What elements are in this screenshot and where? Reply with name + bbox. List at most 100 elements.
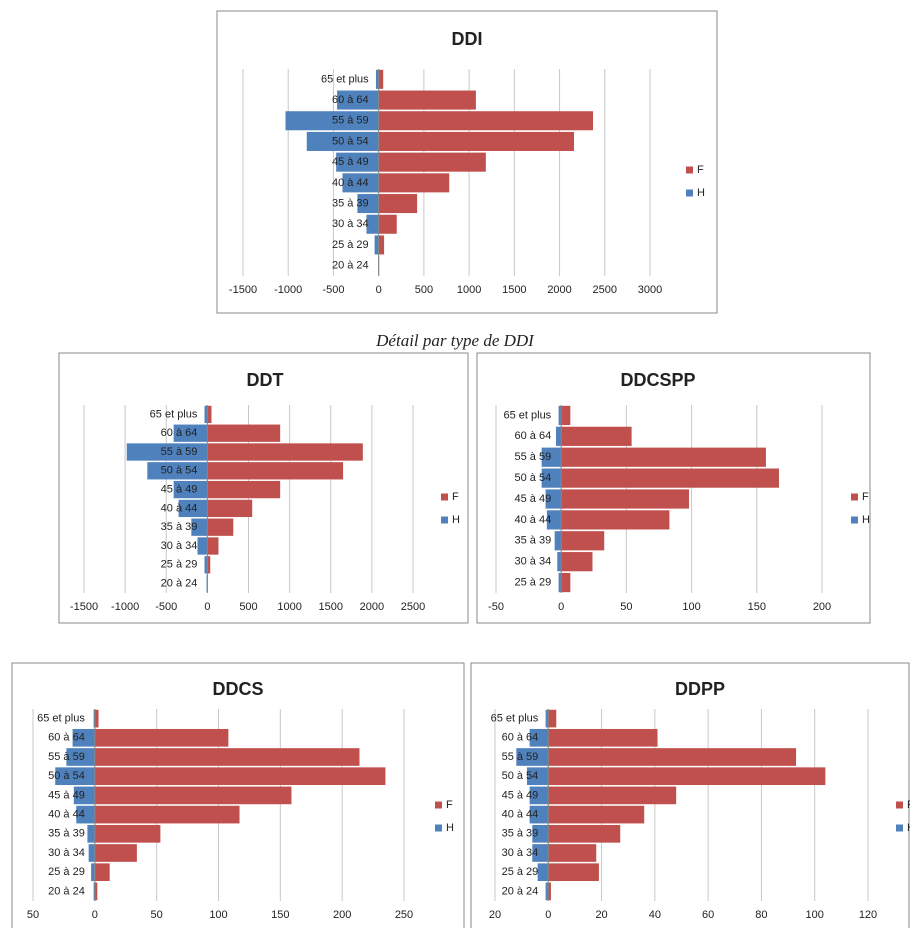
category-label: 60 à 64	[161, 427, 198, 439]
bar	[207, 537, 218, 554]
bar	[207, 425, 280, 442]
bar	[548, 729, 657, 747]
category-label: 55 à 59	[161, 446, 198, 458]
legend-label: F	[697, 164, 704, 176]
bar	[207, 519, 233, 536]
bar	[379, 215, 397, 234]
bar	[548, 825, 620, 843]
category-label: 30 à 34	[161, 540, 198, 552]
category-label: 65 et plus	[150, 408, 198, 420]
bar	[561, 531, 604, 550]
x-tick-label: 20	[489, 909, 501, 921]
category-label: 30 à 34	[332, 218, 369, 230]
x-tick-label: -1500	[229, 284, 257, 296]
category-label: 40 à 44	[161, 502, 198, 514]
bar	[198, 537, 208, 554]
bar	[555, 531, 562, 550]
category-label: 60 à 64	[48, 732, 85, 744]
bar	[207, 500, 252, 517]
legend-swatch	[441, 494, 448, 501]
bar	[561, 469, 779, 488]
x-tick-label: 2000	[547, 284, 571, 296]
x-tick-label: 100	[806, 909, 824, 921]
category-label: 25 à 29	[502, 866, 539, 878]
caption: Détail par type de DDI	[375, 331, 535, 350]
x-tick-label: 50	[151, 909, 163, 921]
bar	[95, 844, 137, 862]
x-tick-label: 150	[271, 909, 289, 921]
bar	[207, 481, 280, 498]
bar	[95, 806, 240, 824]
bar	[379, 111, 593, 130]
x-tick-label: 200	[333, 909, 351, 921]
category-label: 25 à 29	[161, 559, 198, 571]
chart-title: DDCSPP	[620, 370, 695, 390]
legend-swatch	[896, 802, 903, 809]
x-tick-label: 500	[239, 601, 257, 613]
bar	[561, 573, 570, 592]
chart-title: DDI	[452, 29, 483, 49]
legend-label: H	[697, 187, 705, 199]
category-label: 50 à 54	[332, 135, 369, 147]
bar	[379, 194, 417, 213]
legend-swatch	[686, 167, 693, 174]
x-tick-label: -500	[322, 284, 344, 296]
x-tick-label: 40	[649, 909, 661, 921]
x-tick-label: -500	[155, 601, 177, 613]
category-label: 60 à 64	[514, 430, 551, 442]
bar	[561, 427, 631, 446]
bar	[548, 710, 556, 728]
category-label: 25 à 29	[332, 239, 369, 251]
x-tick-label: -50	[488, 601, 504, 613]
category-label: 55 à 59	[48, 751, 85, 763]
bar	[556, 427, 561, 446]
x-tick-label: 0	[558, 601, 564, 613]
x-tick-label: 0	[204, 601, 210, 613]
category-label: 20 à 24	[161, 578, 198, 590]
category-label: 20 à 24	[502, 885, 539, 897]
bar	[95, 787, 292, 805]
x-tick-label: 2500	[401, 601, 425, 613]
category-label: 55 à 59	[502, 751, 539, 763]
category-label: 65 et plus	[491, 713, 539, 725]
category-label: 65 et plus	[321, 73, 369, 85]
bar	[207, 462, 343, 479]
category-label: 60 à 64	[502, 732, 539, 744]
bar	[561, 510, 669, 529]
bar	[207, 406, 211, 423]
category-label: 60 à 64	[332, 94, 369, 106]
bar	[95, 767, 386, 785]
x-tick-label: 0	[376, 284, 382, 296]
bar	[95, 825, 161, 843]
x-tick-label: 3000	[638, 284, 662, 296]
x-tick-label: 50	[27, 909, 39, 921]
category-label: 40 à 44	[514, 514, 551, 526]
x-tick-label: 0	[92, 909, 98, 921]
category-label: 50 à 54	[48, 770, 85, 782]
x-tick-label: 500	[415, 284, 433, 296]
bar	[548, 806, 644, 824]
bar	[379, 91, 476, 110]
category-label: 50 à 54	[502, 770, 539, 782]
legend-swatch	[851, 494, 858, 501]
legend-label: H	[452, 514, 460, 526]
x-tick-label: 120	[859, 909, 877, 921]
bar	[379, 173, 450, 192]
category-label: 45 à 49	[514, 493, 551, 505]
category-label: 35 à 39	[161, 521, 198, 533]
category-label: 55 à 59	[514, 451, 551, 463]
bar	[548, 787, 676, 805]
bar	[95, 748, 360, 766]
x-tick-label: 100	[682, 601, 700, 613]
category-label: 20 à 24	[332, 260, 369, 272]
legend-label: F	[452, 491, 459, 503]
bar	[561, 489, 689, 508]
category-label: 45 à 49	[48, 789, 85, 801]
x-tick-label: -1000	[111, 601, 139, 613]
legend-label: F	[446, 799, 453, 811]
bar	[379, 132, 574, 151]
x-tick-label: -1500	[70, 601, 98, 613]
x-tick-label: 0	[545, 909, 551, 921]
bar	[561, 552, 592, 571]
